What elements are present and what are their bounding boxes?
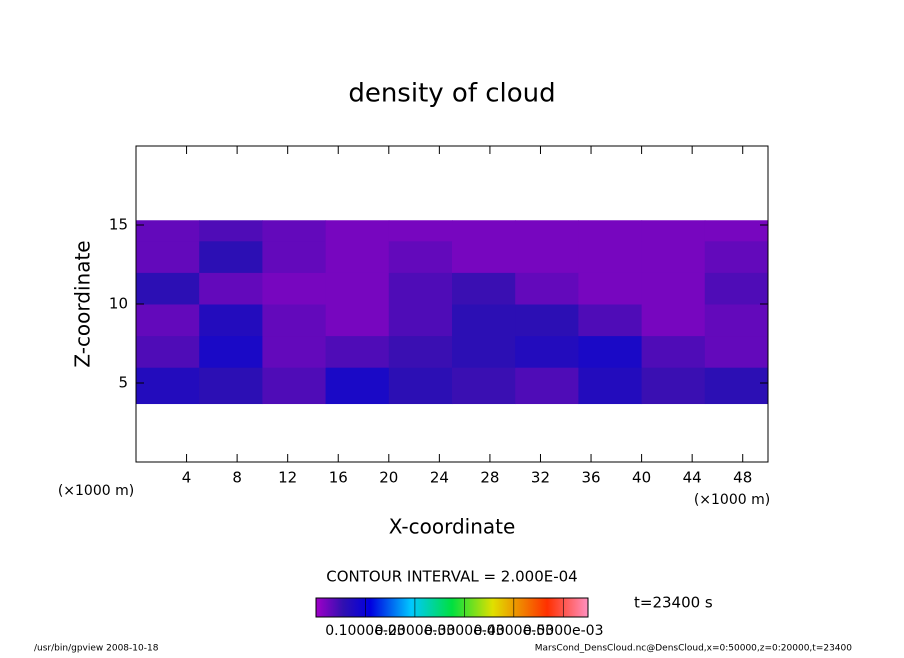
x-axis-label: X-coordinate xyxy=(389,515,516,539)
contour-cell xyxy=(325,240,390,273)
x-tick-label: 48 xyxy=(733,469,752,487)
contour-cell xyxy=(704,240,769,273)
contour-cell xyxy=(452,272,516,305)
contour-cell xyxy=(641,240,706,273)
footer-right: MarsCond_DensCloud.nc@DensCloud,x=0:5000… xyxy=(535,644,852,654)
footer-left: /usr/bin/gpview 2008-10-18 xyxy=(34,644,159,654)
colorbar-tick-label: 0.1000e-03 xyxy=(325,623,405,639)
contour-cell xyxy=(388,367,453,405)
contour-cell xyxy=(199,367,263,405)
contour-cell xyxy=(704,272,769,305)
contour-cell xyxy=(262,272,327,305)
contour-cell xyxy=(452,220,516,242)
x-tick-label: 44 xyxy=(683,469,702,487)
x-unit-label: (×1000 m) xyxy=(694,492,770,508)
y-tick-label: 15 xyxy=(109,216,128,234)
colorbar xyxy=(315,597,589,618)
time-label: t=23400 s xyxy=(634,594,713,612)
contour-cell xyxy=(136,272,200,305)
contour-cell xyxy=(388,335,453,368)
contour-cell xyxy=(388,272,453,305)
contour-cell xyxy=(388,304,453,337)
contour-cell xyxy=(704,367,769,405)
contour-cell xyxy=(704,220,769,242)
chart-title: density of cloud xyxy=(348,79,555,109)
contour-cell xyxy=(452,304,516,337)
contour-cell xyxy=(578,367,643,405)
contour-cell xyxy=(136,367,200,405)
x-tick-label: 36 xyxy=(581,469,600,487)
contour-cell xyxy=(136,240,200,273)
contour-cell xyxy=(388,220,453,242)
contour-cell xyxy=(641,272,706,305)
x-tick-label: 28 xyxy=(480,469,499,487)
x-tick-label: 8 xyxy=(232,469,242,487)
contour-cell xyxy=(641,304,706,337)
contour-cell xyxy=(578,272,643,305)
contour-cell xyxy=(325,304,390,337)
colorbar-tick-label: 0.5000e-03 xyxy=(523,623,603,639)
x-tick-label: 32 xyxy=(531,469,550,487)
y-tick-label: 10 xyxy=(109,295,128,313)
y-axis-label: Z-coordinate xyxy=(71,240,95,367)
colorbar-tick-label: 0.3000e-03 xyxy=(424,623,504,639)
contour-cell xyxy=(199,304,263,337)
contour-cell xyxy=(578,220,643,242)
contour-cell xyxy=(388,240,453,273)
x-unit-label: (×1000 m) xyxy=(58,483,134,499)
contour-cell xyxy=(262,240,327,273)
x-tick-label: 20 xyxy=(379,469,398,487)
x-tick-label: 16 xyxy=(329,469,348,487)
contour-cell xyxy=(325,335,390,368)
contour-cell xyxy=(704,304,769,337)
contour-interval: CONTOUR INTERVAL = 2.000E-04 xyxy=(326,568,577,586)
contour-cell xyxy=(452,367,516,405)
contour-cell xyxy=(199,272,263,305)
contour-cell xyxy=(325,220,390,242)
x-tick-label: 40 xyxy=(632,469,651,487)
contour-cell xyxy=(262,220,327,242)
contour-cell xyxy=(641,367,706,405)
colorbar-tick-label: 0.4000e-03 xyxy=(474,623,554,639)
contour-cell xyxy=(199,335,263,368)
contour-cell xyxy=(136,220,200,242)
y-tick-label: 5 xyxy=(118,374,128,392)
contour-cell xyxy=(262,367,327,405)
contour-cell xyxy=(641,220,706,242)
contour-cell xyxy=(325,367,390,405)
contour-cell xyxy=(515,304,579,337)
contour-cell xyxy=(704,335,769,368)
x-tick-label: 12 xyxy=(278,469,297,487)
contour-cell xyxy=(136,335,200,368)
contour-cell xyxy=(325,272,390,305)
contour-cell xyxy=(199,220,263,242)
contour-cell xyxy=(136,304,200,337)
contour-cell xyxy=(515,240,579,273)
contour-cell xyxy=(515,367,579,405)
contour-cell xyxy=(262,304,327,337)
x-tick-label: 24 xyxy=(430,469,449,487)
colorbar-tick-label: 0.2000e-03 xyxy=(375,623,455,639)
contour-cell xyxy=(199,240,263,273)
contour-cell xyxy=(578,304,643,337)
contour-cell xyxy=(515,335,579,368)
x-tick-label: 4 xyxy=(182,469,192,487)
contour-cell xyxy=(515,220,579,242)
contour-cell xyxy=(452,335,516,368)
contour-cell xyxy=(515,272,579,305)
contour-cell xyxy=(262,335,327,368)
contour-cell xyxy=(452,240,516,273)
contour-cell xyxy=(578,335,643,368)
contour-cell xyxy=(578,240,643,273)
contour-cell xyxy=(641,335,706,368)
